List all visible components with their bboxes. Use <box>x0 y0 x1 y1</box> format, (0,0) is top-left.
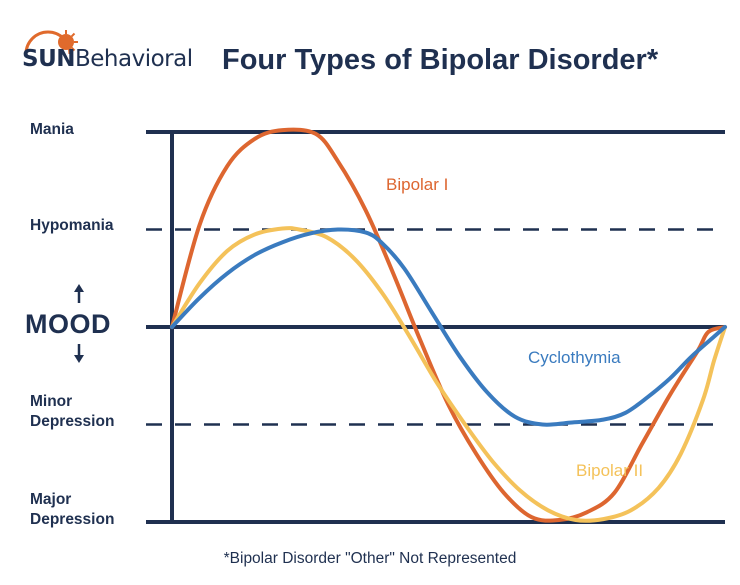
series-label-bipolar-ii: Bipolar II <box>576 461 643 480</box>
level-label-major-depression: Major Depression <box>30 491 115 528</box>
series-line-cyclothymia <box>170 227 727 427</box>
series-line-bipolar-i <box>170 127 727 523</box>
series-label-cyclothymia: Cyclothymia <box>528 348 621 367</box>
series-line-bipolar-ii <box>170 226 727 523</box>
level-label-hypomania: Hypomania <box>30 217 114 234</box>
chart-title: Four Types of Bipolar Disorder* <box>222 44 659 76</box>
logo-brand-rest: Behavioral <box>75 46 193 72</box>
chart-footnote: *Bipolar Disorder "Other" Not Represente… <box>223 550 517 567</box>
logo-brand-bold: SUN <box>22 46 76 72</box>
level-label-minor-depression: Minor Depression <box>30 393 115 430</box>
series-label-bipolar-i: Bipolar I <box>386 175 448 194</box>
level-label-mania: Mania <box>30 121 74 138</box>
logo-wordmark: SUNBehavioral <box>22 46 193 72</box>
sun-logo-icon <box>24 30 78 55</box>
sun-behavioral-logo: SUNBehavioral <box>22 28 193 84</box>
mood-axis-label: MOOD <box>25 309 111 339</box>
